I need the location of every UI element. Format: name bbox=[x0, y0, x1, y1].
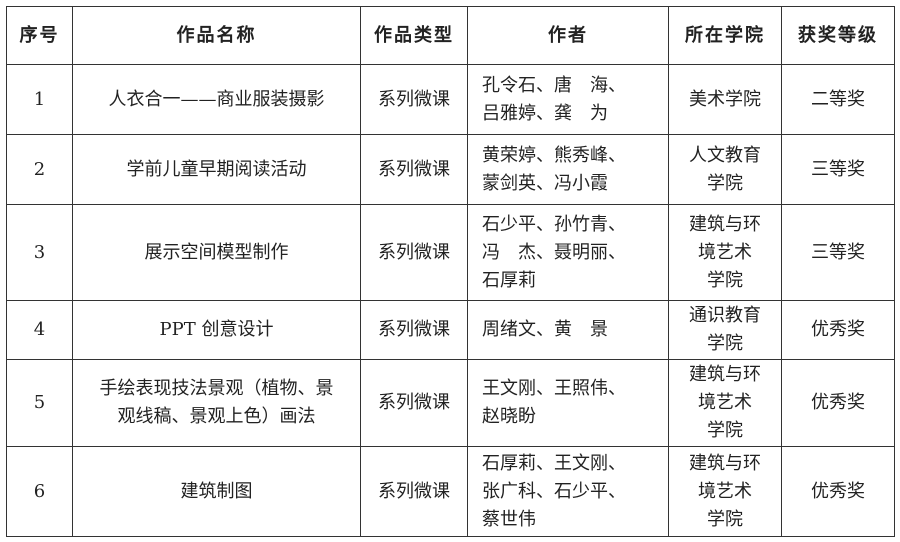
header-no: 序号 bbox=[6, 6, 73, 65]
cell-title: 人衣合一——商业服装摄影 bbox=[72, 64, 361, 135]
cell-title: PPT 创意设计 bbox=[72, 300, 361, 360]
cell-authors: 黄荣婷、熊秀峰、 蒙剑英、冯小霞 bbox=[467, 134, 669, 205]
cell-college: 人文教育 学院 bbox=[668, 134, 782, 205]
cell-college: 建筑与环 境艺术 学院 bbox=[668, 446, 782, 537]
header-type: 作品类型 bbox=[360, 6, 468, 65]
cell-award: 优秀奖 bbox=[781, 359, 895, 447]
header-title: 作品名称 bbox=[72, 6, 361, 65]
cell-title: 手绘表现技法景观（植物、景 观线稿、景观上色）画法 bbox=[72, 359, 361, 447]
header-college: 所在学院 bbox=[668, 6, 782, 65]
cell-authors: 石少平、孙竹青、 冯 杰、聂明丽、 石厚莉 bbox=[467, 204, 669, 301]
cell-authors: 石厚莉、王文刚、 张广科、石少平、 蔡世伟 bbox=[467, 446, 669, 537]
cell-title: 学前儿童早期阅读活动 bbox=[72, 134, 361, 205]
awards-table: 序号 作品名称 作品类型 作者 所在学院 获奖等级 1 人衣合一——商业服装摄影系… bbox=[6, 6, 895, 537]
cell-no: 2 bbox=[6, 134, 73, 205]
cell-award: 三等奖 bbox=[781, 134, 895, 205]
header-row: 序号 作品名称 作品类型 作者 所在学院 获奖等级 bbox=[6, 6, 895, 65]
cell-type: 系列微课 bbox=[360, 446, 468, 537]
cell-college: 建筑与环 境艺术 学院 bbox=[668, 204, 782, 301]
cell-type: 系列微课 bbox=[360, 134, 468, 205]
cell-type: 系列微课 bbox=[360, 64, 468, 135]
cell-type: 系列微课 bbox=[360, 300, 468, 360]
cell-college: 美术学院 bbox=[668, 64, 782, 135]
cell-award: 二等奖 bbox=[781, 64, 895, 135]
table-row: 4 PPT 创意设计 系列微课 周绪文、黄 景通识教育 学院 优秀奖 bbox=[6, 300, 895, 360]
cell-no: 3 bbox=[6, 204, 73, 301]
cell-authors: 孔令石、唐 海、 吕雅婷、龚 为 bbox=[467, 64, 669, 135]
cell-type: 系列微课 bbox=[360, 204, 468, 301]
table-row: 3 展示空间模型制作 系列微课 石少平、孙竹青、 冯 杰、聂明丽、 石厚莉 建筑与环 境… bbox=[6, 204, 895, 301]
cell-authors: 王文刚、王照伟、 赵晓盼 bbox=[467, 359, 669, 447]
cell-no: 6 bbox=[6, 446, 73, 537]
header-award: 获奖等级 bbox=[781, 6, 895, 65]
header-authors: 作者 bbox=[467, 6, 669, 65]
cell-award: 优秀奖 bbox=[781, 446, 895, 537]
cell-title: 建筑制图 bbox=[72, 446, 361, 537]
cell-authors: 周绪文、黄 景 bbox=[467, 300, 669, 360]
cell-no: 1 bbox=[6, 64, 73, 135]
table-row: 1 人衣合一——商业服装摄影 系列微课 孔令石、唐 海、 吕雅婷、龚 为美术学院 二等奖 bbox=[6, 64, 895, 135]
cell-no: 5 bbox=[6, 359, 73, 447]
cell-no: 4 bbox=[6, 300, 73, 360]
cell-award: 优秀奖 bbox=[781, 300, 895, 360]
cell-college: 通识教育 学院 bbox=[668, 300, 782, 360]
cell-type: 系列微课 bbox=[360, 359, 468, 447]
cell-award: 三等奖 bbox=[781, 204, 895, 301]
table-row: 2 学前儿童早期阅读活动 系列微课 黄荣婷、熊秀峰、 蒙剑英、冯小霞 人文教育 学院 三等… bbox=[6, 134, 895, 205]
table-row: 6 建筑制图 系列微课 石厚莉、王文刚、 张广科、石少平、 蔡世伟 建筑与环 境艺术 学… bbox=[6, 446, 895, 537]
cell-title: 展示空间模型制作 bbox=[72, 204, 361, 301]
table-row: 5 手绘表现技法景观（植物、景 观线稿、景观上色）画法 系列微课 王文刚、王照伟、 赵… bbox=[6, 359, 895, 447]
cell-college: 建筑与环 境艺术 学院 bbox=[668, 359, 782, 447]
